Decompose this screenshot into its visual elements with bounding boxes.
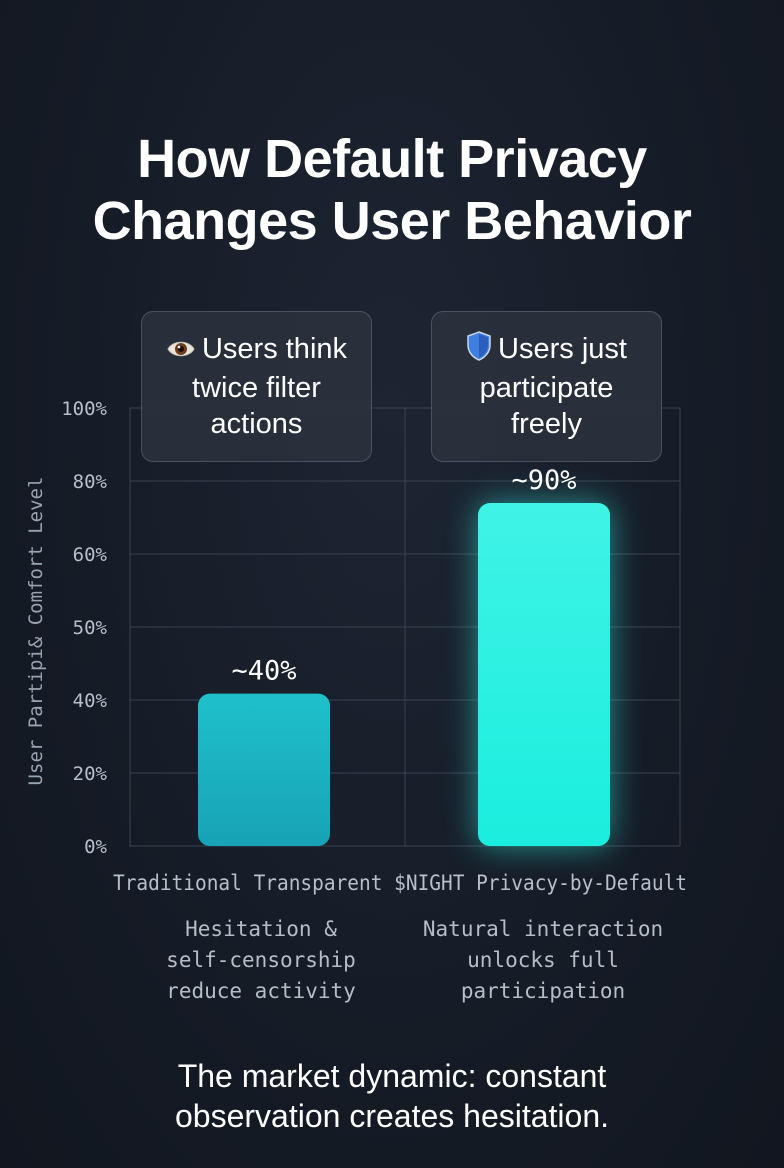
y-tick-label: 20% [73, 763, 108, 785]
callout-traditional-line-1: Users think [142, 331, 371, 370]
footer-line-1: The market dynamic: constant [177, 1058, 607, 1094]
footer-line-2: observation creates hesitation. [174, 1098, 610, 1134]
callout-traditional-line-3: actions [210, 408, 303, 440]
bar-traditional [198, 693, 330, 846]
y-tick-label: 60% [73, 544, 108, 566]
x-tick-label-privacy: $NIGHT Privacy-by-Default [394, 871, 687, 895]
chart-title: How Default Privacy Changes User Behavio… [0, 128, 784, 252]
title-line-1: How Default Privacy [137, 129, 647, 189]
description-privacy-line-3: participation [460, 979, 626, 1003]
callout-traditional: Users think twice filter actions [141, 311, 372, 462]
chart-bars [198, 503, 610, 846]
y-tick-label: 100% [61, 398, 107, 420]
bar-value-label: ~90% [511, 465, 576, 496]
callout-privacy-text-1: Users just [498, 333, 627, 365]
callout-privacy: Users just participate freely [431, 311, 662, 462]
x-tick-label-traditional: Traditional Transparent [113, 871, 394, 895]
description-privacy: Natural interaction unlocks full partici… [393, 914, 693, 1007]
description-traditional-line-2: self-censorship [166, 948, 356, 972]
callout-traditional-text-1: Users think [201, 333, 348, 365]
footer-caption: The market dynamic: constant observation… [0, 1056, 784, 1136]
y-axis-ticks: 0% 20% 40% 50% 60% 80% 100% [61, 398, 107, 858]
description-traditional: Hesitation & self-censorship reduce acti… [111, 914, 411, 1007]
description-privacy-line-1: Natural interaction [422, 917, 664, 941]
x-axis-labels: Traditional Transparent $NIGHT Privacy-b… [113, 871, 687, 895]
y-tick-label: 80% [73, 471, 108, 493]
y-tick-label: 50% [73, 617, 108, 639]
title-line-2: Changes User Behavior [92, 191, 692, 251]
description-traditional-line-3: reduce activity [166, 979, 356, 1003]
eye-icon [166, 334, 196, 370]
bar-privacy [478, 503, 610, 846]
callout-traditional-line-2: twice filter [192, 372, 321, 404]
chart-labels: ~40% ~90% Traditional Transparent $NIGHT P… [113, 465, 687, 895]
description-privacy-line-2: unlocks full [467, 948, 619, 972]
y-tick-label: 40% [73, 690, 108, 712]
description-traditional-line-1: Hesitation & [185, 917, 337, 941]
y-axis-title: User Partipi& Comfort Level [25, 476, 47, 786]
y-tick-label: 0% [84, 836, 107, 858]
callout-privacy-line-1: Users just [432, 331, 661, 370]
bar-value-label: ~40% [231, 656, 296, 687]
shield-icon [466, 331, 492, 370]
callout-privacy-line-3: freely [511, 408, 582, 440]
callout-privacy-line-2: participate [479, 372, 614, 404]
